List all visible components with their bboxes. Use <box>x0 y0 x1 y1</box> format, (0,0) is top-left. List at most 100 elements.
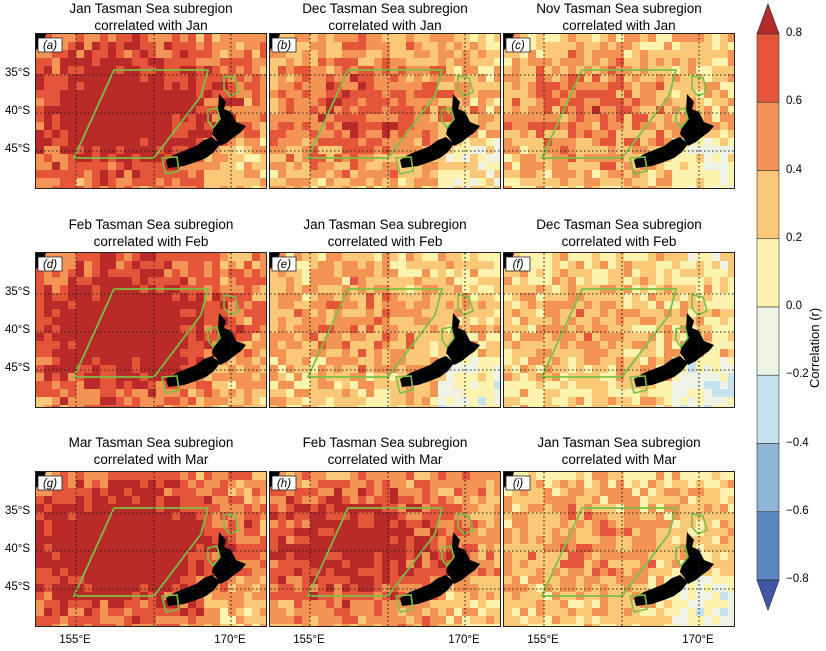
field-cell <box>494 616 500 624</box>
field-cell <box>204 261 212 269</box>
field-cell <box>302 608 310 616</box>
field-cell <box>632 74 640 82</box>
field-cell <box>504 58 512 66</box>
field-cell <box>334 600 342 608</box>
field-cell <box>204 512 212 520</box>
field-cell <box>390 389 398 397</box>
field-cell <box>100 186 108 188</box>
field-cell <box>544 253 552 261</box>
field-cell <box>704 405 712 407</box>
field-cell <box>486 138 494 146</box>
field-cell <box>568 488 576 496</box>
field-cell <box>576 90 584 98</box>
field-cell <box>270 536 278 544</box>
field-cell <box>116 130 124 138</box>
field-cell <box>430 122 438 130</box>
south-subregion-outline <box>394 594 414 613</box>
field-cell <box>600 58 608 66</box>
field-cell <box>560 301 568 309</box>
field-cell <box>132 170 140 178</box>
field-cell <box>326 512 334 520</box>
field-cell <box>286 341 294 349</box>
field-cell <box>568 357 576 365</box>
field-cell <box>52 608 60 616</box>
field-cell <box>552 90 560 98</box>
field-cell <box>132 277 140 285</box>
field-cell <box>422 130 430 138</box>
field-cell <box>132 253 140 261</box>
field-cell <box>486 178 494 186</box>
field-cell <box>148 34 156 42</box>
field-cell <box>438 592 446 600</box>
field-cell <box>334 333 342 341</box>
field-cell <box>302 584 310 592</box>
field-cell <box>270 317 278 325</box>
field-cell <box>108 357 116 365</box>
field-cell <box>84 130 92 138</box>
field-cell <box>494 584 500 592</box>
field-cell <box>536 357 544 365</box>
field-cell <box>100 170 108 178</box>
field-cell <box>334 520 342 528</box>
field-cell <box>310 341 318 349</box>
field-cell <box>236 584 244 592</box>
field-cell <box>632 397 640 405</box>
field-cell <box>44 512 52 520</box>
field-cell <box>76 325 84 333</box>
field-cell <box>374 186 382 188</box>
field-cell <box>342 162 350 170</box>
field-cell <box>406 405 414 407</box>
field-cell <box>632 365 640 373</box>
field-cell <box>244 253 252 261</box>
field-cell <box>204 349 212 357</box>
field-cell <box>494 301 500 309</box>
field-cell <box>124 106 132 114</box>
field-cell <box>446 261 454 269</box>
field-cell <box>92 162 100 170</box>
field-cell <box>544 138 552 146</box>
field-cell <box>260 114 266 122</box>
field-cell <box>302 277 310 285</box>
field-cell <box>592 496 600 504</box>
field-cell <box>438 301 446 309</box>
field-cell <box>342 58 350 66</box>
field-cell <box>124 146 132 154</box>
field-cell <box>44 568 52 576</box>
field-cell <box>84 520 92 528</box>
field-cell <box>220 261 228 269</box>
field-cell <box>294 333 302 341</box>
field-cell <box>252 138 260 146</box>
field-cell <box>260 389 266 397</box>
field-cell <box>164 528 172 536</box>
field-cell <box>552 186 560 188</box>
field-cell <box>486 381 494 389</box>
field-cell <box>252 261 260 269</box>
field-cell <box>552 488 560 496</box>
field-cell <box>358 277 366 285</box>
field-cell <box>504 98 512 106</box>
field-cell <box>68 293 76 301</box>
field-cell <box>462 389 470 397</box>
field-cell <box>608 405 616 407</box>
field-cell <box>326 261 334 269</box>
field-cell <box>252 58 260 66</box>
field-cell <box>302 178 310 186</box>
field-cell <box>696 472 704 480</box>
field-cell <box>334 357 342 365</box>
field-cell <box>704 512 712 520</box>
field-cell <box>204 616 212 624</box>
field-cell <box>414 50 422 58</box>
field-cell <box>358 114 366 122</box>
field-cell <box>696 186 704 188</box>
field-cell <box>244 269 252 277</box>
field-cell <box>84 309 92 317</box>
field-cell <box>156 106 164 114</box>
field-cell <box>342 122 350 130</box>
field-cell <box>260 349 266 357</box>
field-cell <box>560 50 568 58</box>
field-cell <box>140 536 148 544</box>
field-cell <box>286 528 294 536</box>
field-cell <box>350 162 358 170</box>
field-cell <box>640 365 648 373</box>
field-cell <box>164 178 172 186</box>
